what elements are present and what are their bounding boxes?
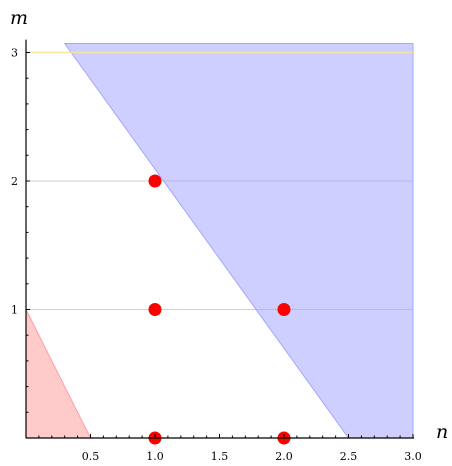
shaded-region-2 [63, 43, 414, 439]
x-tick-label-2.5: 2.5 [340, 450, 358, 463]
data-point-1-1 [148, 303, 162, 316]
data-point-1-2 [148, 174, 162, 188]
y-axis-label: m [10, 7, 28, 29]
x-tick-label-2.0: 2.0 [275, 450, 293, 463]
y-tick-label-1: 1 [11, 304, 18, 317]
x-axis-label: n [436, 421, 448, 443]
y-tick-label-3: 3 [11, 47, 18, 60]
shaded-regions [25, 43, 414, 439]
x-tick-label-0.5: 0.5 [82, 450, 100, 463]
y-tick-label-2: 2 [11, 175, 18, 188]
x-tick-label-1.0: 1.0 [146, 450, 164, 463]
shaded-region-1 [25, 309, 92, 439]
data-point-2-1 [277, 303, 291, 316]
x-tick-label-3.0: 3.0 [404, 450, 422, 463]
ticks: 0.5 1.0 1.5 2.0 2.5 3.0 1 2 3 [11, 47, 422, 464]
x-tick-label-1.5: 1.5 [211, 450, 229, 463]
